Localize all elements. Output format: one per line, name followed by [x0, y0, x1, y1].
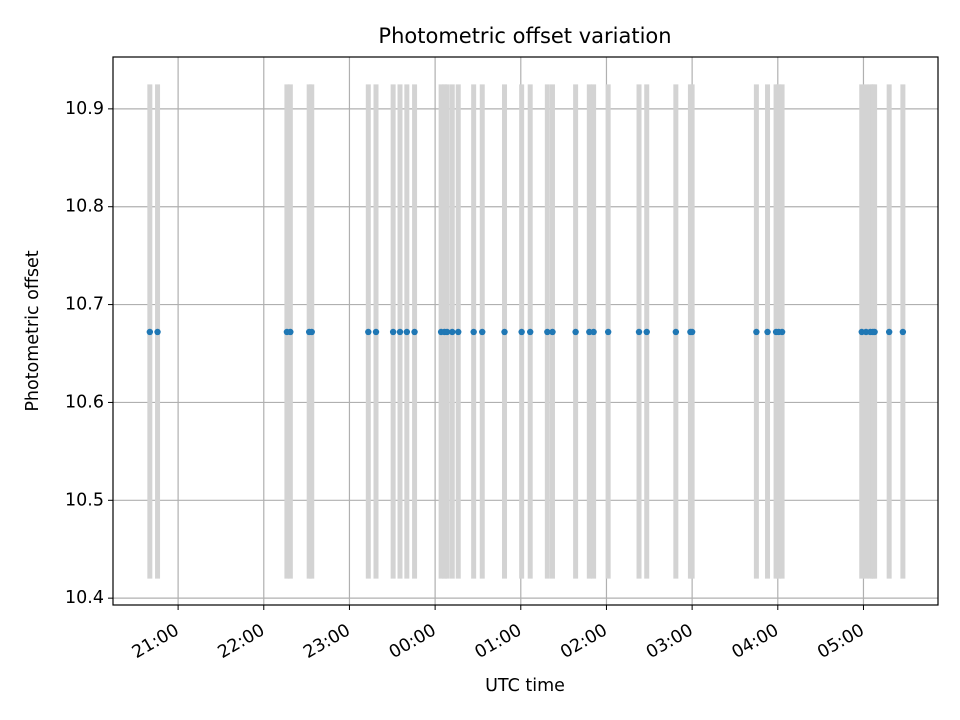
- data-point: [544, 328, 551, 336]
- x-tick-label: 23:00: [300, 620, 354, 663]
- y-tick-label: 10.8: [65, 197, 104, 217]
- data-point: [396, 328, 404, 336]
- data-point: [590, 328, 597, 336]
- x-tick-label: 01:00: [472, 620, 526, 663]
- data-point: [443, 328, 451, 336]
- y-tick-label: 10.9: [65, 99, 104, 119]
- data-point: [518, 328, 525, 336]
- data-point: [308, 328, 315, 336]
- data-point: [753, 328, 760, 336]
- y-tick-label: 10.4: [65, 588, 104, 608]
- data-point: [672, 328, 680, 336]
- data-point: [778, 328, 786, 336]
- data-point: [372, 328, 380, 336]
- x-tick-label: 22:00: [215, 620, 269, 663]
- data-point: [470, 328, 477, 336]
- data-point: [635, 328, 643, 336]
- data-point: [365, 328, 372, 336]
- data-point: [871, 328, 878, 336]
- x-tick-label: 00:00: [386, 620, 440, 663]
- data-point: [287, 328, 294, 336]
- data-point: [572, 328, 579, 336]
- data-point: [403, 328, 411, 336]
- data-point: [479, 328, 486, 336]
- data-point: [501, 328, 508, 336]
- x-tick-label: 02:00: [557, 620, 611, 663]
- x-axis-ticks: 21:00 22:00 23:00 00:00 01:00 02:00 03:00 04:00…: [129, 605, 868, 663]
- data-point: [411, 328, 418, 336]
- data-point: [885, 328, 893, 336]
- x-tick-label: 04:00: [729, 620, 783, 663]
- y-tick-label: 10.7: [65, 295, 104, 315]
- data-points: [146, 328, 907, 336]
- data-point: [146, 328, 154, 336]
- data-point: [154, 328, 161, 336]
- error-bars: [147, 84, 906, 579]
- gridlines: [113, 57, 938, 605]
- data-point: [527, 328, 534, 336]
- data-point: [604, 328, 612, 336]
- data-point: [549, 328, 556, 336]
- data-point: [764, 328, 771, 336]
- data-point: [899, 328, 907, 336]
- x-axis-label: UTC time: [485, 676, 565, 696]
- data-point: [389, 328, 397, 336]
- data-point: [455, 328, 462, 336]
- x-tick-label: 21:00: [129, 620, 183, 663]
- data-point: [643, 328, 650, 336]
- chart-title: Photometric offset variation: [378, 24, 671, 48]
- y-axis-label: Photometric offset: [23, 250, 43, 411]
- y-tick-label: 10.5: [65, 490, 104, 510]
- data-point: [449, 328, 456, 336]
- x-tick-label: 05:00: [814, 620, 868, 663]
- data-point: [688, 328, 696, 336]
- y-axis-ticks: 10.4 10.5 10.6 10.7 10.8 10.9: [65, 99, 113, 608]
- plot-frame: [112, 56, 939, 606]
- y-tick-label: 10.6: [65, 392, 104, 412]
- x-tick-label: 03:00: [643, 620, 697, 663]
